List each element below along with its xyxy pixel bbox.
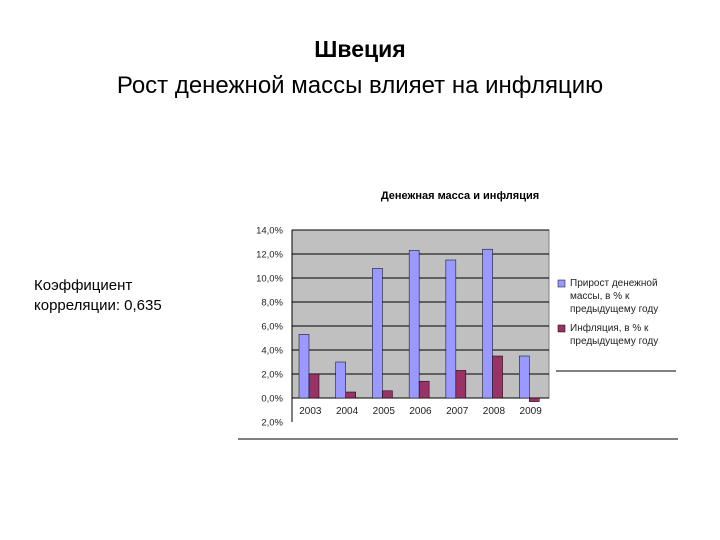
plot-background <box>292 230 549 398</box>
correlation-line-1: Коэффициент <box>34 277 133 294</box>
bar-inflation-2008 <box>492 355 503 399</box>
x-category-label: 2006 <box>409 406 432 417</box>
x-category-label: 2005 <box>373 406 396 417</box>
slide-subtitle: Рост денежной массы влияет на инфляцию <box>116 72 604 99</box>
y-tick-label: 2,0% <box>261 370 283 381</box>
legend-text: массы, в % к <box>570 291 630 302</box>
bar-inflation-2009 <box>529 397 540 402</box>
bar-money-2006 <box>408 250 420 399</box>
plot-area: 2,0% 0,0% 2,0% 4,0% 6,0% 8,0% 10,0% 12,0% 14,0% 2… <box>256 226 550 429</box>
y-tick-label: 10,0% <box>256 274 283 285</box>
y-tick-label: 4,0% <box>261 346 283 357</box>
bar-money-2007 <box>445 259 457 399</box>
bar-inflation-2003 <box>308 373 320 399</box>
bar-money-2004 <box>335 361 346 399</box>
y-tick-label: 2,0% <box>261 418 283 429</box>
legend: Прирост денежной массы, в % к предыдущему … <box>556 278 676 372</box>
x-category-label: 2004 <box>336 406 359 417</box>
legend-swatch <box>557 324 566 333</box>
legend-text: предыдущему году <box>570 336 658 347</box>
legend-swatch <box>557 279 566 288</box>
chart-title: Денежная масса и инфляция <box>380 190 540 202</box>
bar-money-2009 <box>519 355 530 399</box>
y-tick-label: 6,0% <box>261 322 283 333</box>
bar-inflation-2005 <box>382 390 393 399</box>
bar-inflation-2006 <box>418 380 430 399</box>
x-category-label: 2009 <box>520 406 543 417</box>
y-tick-label: 8,0% <box>261 298 283 309</box>
bar-inflation-2004 <box>345 391 356 399</box>
x-category-label: 2007 <box>446 406 469 417</box>
y-tick-label: 12,0% <box>256 250 283 261</box>
slide-title: Швеция <box>314 36 406 62</box>
y-tick-label: 0,0% <box>261 394 283 405</box>
x-category-label: 2008 <box>483 406 506 417</box>
bar-inflation-2007 <box>455 370 467 399</box>
bar-money-2005 <box>372 268 383 399</box>
bar-money-2008 <box>482 248 493 399</box>
legend-text: Инфляция, в % к <box>570 322 649 334</box>
correlation-line-2: корреляции: 0,635 <box>34 297 162 314</box>
legend-text: предыдущему году <box>570 304 658 315</box>
bar-money-2003 <box>298 334 310 399</box>
legend-text: Прирост денежной <box>570 278 658 289</box>
correlation-text: Коэффициент корреляции: 0,635 <box>34 276 234 316</box>
x-category-label: 2003 <box>299 406 322 417</box>
y-tick-label: 14,0% <box>256 226 283 237</box>
